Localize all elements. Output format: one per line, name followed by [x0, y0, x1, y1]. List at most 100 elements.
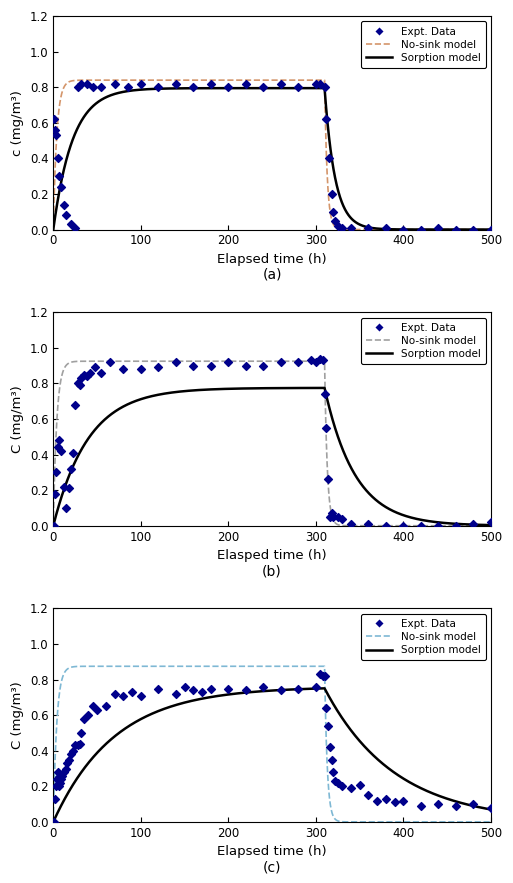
- Point: [89, 699, 97, 713]
- Point: [136, 362, 145, 376]
- Point: [333, 775, 342, 789]
- Point: [154, 682, 163, 696]
- Point: [50, 815, 58, 829]
- Point: [307, 353, 315, 367]
- Point: [329, 765, 338, 779]
- Point: [382, 221, 390, 235]
- Point: [312, 355, 320, 369]
- Point: [321, 80, 329, 94]
- Point: [469, 797, 478, 811]
- Point: [128, 685, 136, 699]
- Point: [294, 682, 302, 696]
- Point: [57, 772, 65, 786]
- Point: [68, 446, 76, 460]
- Point: [60, 198, 68, 212]
- Point: [55, 780, 64, 794]
- X-axis label: Elapsed time (h): Elapsed time (h): [217, 845, 327, 858]
- Point: [324, 472, 332, 487]
- Point: [154, 360, 163, 374]
- Point: [329, 509, 338, 524]
- Point: [242, 358, 250, 373]
- Point: [67, 747, 75, 761]
- Point: [74, 80, 82, 94]
- Point: [154, 80, 163, 94]
- Point: [102, 699, 110, 713]
- Point: [67, 462, 75, 476]
- Point: [434, 518, 442, 532]
- Point: [74, 376, 82, 390]
- Point: [207, 358, 215, 373]
- Point: [373, 794, 381, 808]
- Point: [62, 761, 70, 775]
- Y-axis label: c (mg/m³): c (mg/m³): [11, 90, 24, 155]
- Point: [333, 219, 342, 233]
- Point: [316, 77, 324, 91]
- Point: [242, 683, 250, 698]
- Point: [417, 223, 425, 237]
- Point: [106, 355, 114, 369]
- Point: [93, 703, 101, 717]
- Legend: Expt. Data, No-sink model, Sorption model: Expt. Data, No-sink model, Sorption mode…: [361, 318, 486, 364]
- Legend: Expt. Data, No-sink model, Sorption model: Expt. Data, No-sink model, Sorption mode…: [361, 21, 486, 68]
- Point: [51, 487, 59, 501]
- Point: [91, 360, 100, 374]
- Point: [259, 680, 267, 694]
- Point: [434, 221, 442, 235]
- Point: [321, 669, 329, 683]
- Point: [60, 479, 68, 494]
- Point: [207, 77, 215, 91]
- Point: [434, 797, 442, 811]
- Point: [172, 77, 180, 91]
- Point: [198, 685, 206, 699]
- Point: [71, 397, 80, 411]
- Point: [326, 509, 334, 524]
- Point: [347, 781, 355, 796]
- Point: [382, 792, 390, 806]
- Point: [52, 128, 60, 142]
- Point: [55, 434, 64, 448]
- Point: [322, 701, 330, 715]
- Point: [75, 378, 84, 392]
- Point: [452, 223, 460, 237]
- Point: [74, 738, 82, 752]
- Point: [259, 358, 267, 373]
- Point: [71, 738, 80, 752]
- Point: [51, 123, 59, 137]
- Point: [399, 223, 407, 237]
- Point: [469, 223, 478, 237]
- Point: [75, 736, 84, 751]
- Point: [338, 221, 346, 235]
- Point: [390, 796, 399, 810]
- Legend: Expt. Data, No-sink model, Sorption model: Expt. Data, No-sink model, Sorption mode…: [361, 614, 486, 660]
- Text: (a): (a): [262, 268, 282, 282]
- Point: [119, 362, 127, 376]
- X-axis label: Elasped time (h): Elasped time (h): [217, 549, 327, 562]
- Point: [329, 205, 338, 219]
- Point: [487, 223, 495, 237]
- Point: [277, 683, 285, 698]
- Point: [399, 794, 407, 808]
- Point: [84, 708, 92, 722]
- Point: [89, 80, 97, 94]
- Point: [312, 680, 320, 694]
- Point: [338, 780, 346, 794]
- Point: [57, 444, 65, 458]
- Point: [68, 743, 76, 758]
- Point: [347, 517, 355, 531]
- Point: [110, 77, 119, 91]
- Point: [60, 765, 68, 779]
- Point: [119, 689, 127, 703]
- Point: [65, 481, 73, 495]
- Point: [62, 208, 70, 223]
- Point: [172, 355, 180, 369]
- Point: [325, 151, 333, 165]
- Text: (c): (c): [263, 860, 281, 874]
- Point: [331, 774, 339, 788]
- Point: [77, 726, 85, 740]
- Point: [207, 682, 215, 696]
- Point: [326, 740, 334, 754]
- Point: [51, 792, 59, 806]
- Point: [294, 80, 302, 94]
- Point: [224, 682, 232, 696]
- Point: [52, 780, 60, 794]
